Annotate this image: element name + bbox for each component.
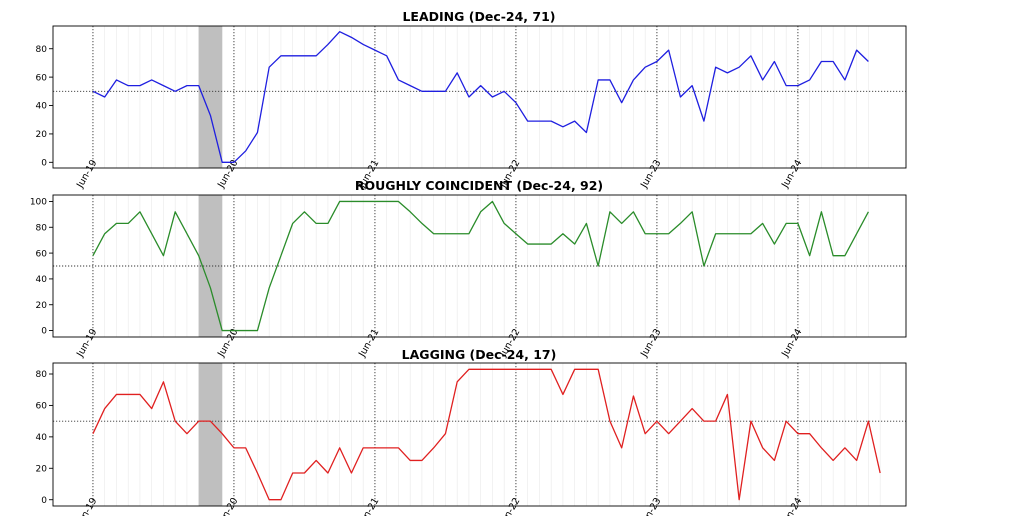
lagging-plot: Jun-19 Jun-20 Jun-21 Jun-22 Jun-23 Jun-240204… bbox=[36, 362, 907, 516]
axes-frame bbox=[52, 362, 907, 507]
axes-frame bbox=[52, 194, 907, 338]
x-tick-label: Jun-19 bbox=[74, 327, 99, 360]
coincident-plot: Jun-19 Jun-20 Jun-21 Jun-22 Jun-23 Jun-240204… bbox=[30, 194, 907, 360]
y-tick-label: 80 bbox=[36, 223, 48, 233]
y-tick-label: 40 bbox=[36, 275, 48, 285]
lagging-title: LAGGING (Dec-24, 17) bbox=[402, 347, 557, 362]
y-tick-label: 60 bbox=[36, 73, 48, 83]
leading-plot: Jun-19 Jun-20 Jun-21 Jun-22 Jun-23 Jun-240204… bbox=[36, 25, 907, 191]
y-tick-label: 80 bbox=[36, 370, 48, 380]
y-tick-label: 100 bbox=[30, 198, 47, 208]
y-tick-label: 0 bbox=[41, 496, 47, 506]
y-tick-label: 40 bbox=[36, 433, 48, 443]
panel-leading: LEADING (Dec-24, 71) Jun-19 Jun-20 Jun-21 J… bbox=[36, 9, 907, 191]
y-tick-label: 60 bbox=[36, 249, 48, 259]
panel-coincident: ROUGHLY COINCIDENT (Dec-24, 92) Jun-19 Ju… bbox=[30, 178, 907, 360]
y-tick-label: 40 bbox=[36, 102, 48, 112]
axes-frame bbox=[52, 25, 907, 169]
leading-title: LEADING (Dec-24, 71) bbox=[402, 9, 555, 24]
y-tick-label: 0 bbox=[41, 327, 47, 337]
y-tick-label: 20 bbox=[36, 301, 48, 311]
y-tick-label: 20 bbox=[36, 464, 48, 474]
recession-band bbox=[198, 26, 223, 168]
series-line bbox=[92, 31, 869, 163]
recession-band bbox=[198, 363, 223, 506]
x-tick-label: Jun-24 bbox=[779, 158, 804, 191]
recession-band bbox=[198, 195, 223, 337]
y-tick-label: 20 bbox=[36, 130, 48, 140]
y-tick-label: 80 bbox=[36, 45, 48, 55]
panel-lagging: LAGGING (Dec-24, 17) Jun-19 Jun-20 Jun-21 J… bbox=[36, 347, 907, 516]
series-line bbox=[92, 368, 881, 501]
series-line bbox=[92, 200, 869, 332]
x-tick-label: Jun-23 bbox=[638, 327, 663, 360]
coincident-title: ROUGHLY COINCIDENT (Dec-24, 92) bbox=[355, 178, 603, 193]
x-tick-label: Jun-24 bbox=[779, 327, 804, 360]
y-tick-label: 60 bbox=[36, 402, 48, 412]
x-tick-label: Jun-23 bbox=[638, 158, 663, 191]
x-tick-label: Jun-19 bbox=[74, 158, 99, 191]
y-tick-label: 0 bbox=[41, 159, 47, 169]
x-tick-label: Jun-21 bbox=[356, 327, 381, 360]
